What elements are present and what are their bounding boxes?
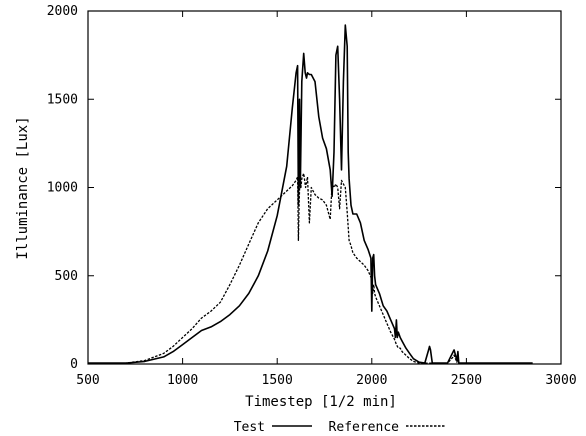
- x-axis-label: Timestep [1/2 min]: [245, 394, 397, 410]
- plot-frame: [87, 10, 562, 365]
- y-axis-label: Illuminance [Lux]: [15, 116, 31, 259]
- x-tick-label: 500: [76, 373, 99, 388]
- x-tick-label: 1000: [167, 373, 198, 388]
- x-tick-label: 3000: [545, 373, 576, 388]
- x-tick-label: 2000: [356, 373, 387, 388]
- legend-label-reference: Reference: [329, 420, 400, 435]
- series-layer: [88, 24, 533, 364]
- legend-label-test: Test: [234, 420, 265, 435]
- legend: Test Reference: [234, 420, 446, 435]
- y-tick-label: 1000: [47, 181, 78, 196]
- y-tick-label: 1500: [47, 92, 78, 107]
- y-tick-label: 2000: [47, 4, 78, 19]
- x-tick-label: 2500: [451, 373, 482, 388]
- x-tick-label: 1500: [262, 373, 293, 388]
- y-tick-label: 0: [70, 357, 78, 372]
- series-line-reference: [88, 172, 533, 364]
- series-line-test: [88, 24, 533, 364]
- y-tick-label: 500: [55, 269, 78, 284]
- ticks-layer: [87, 10, 562, 365]
